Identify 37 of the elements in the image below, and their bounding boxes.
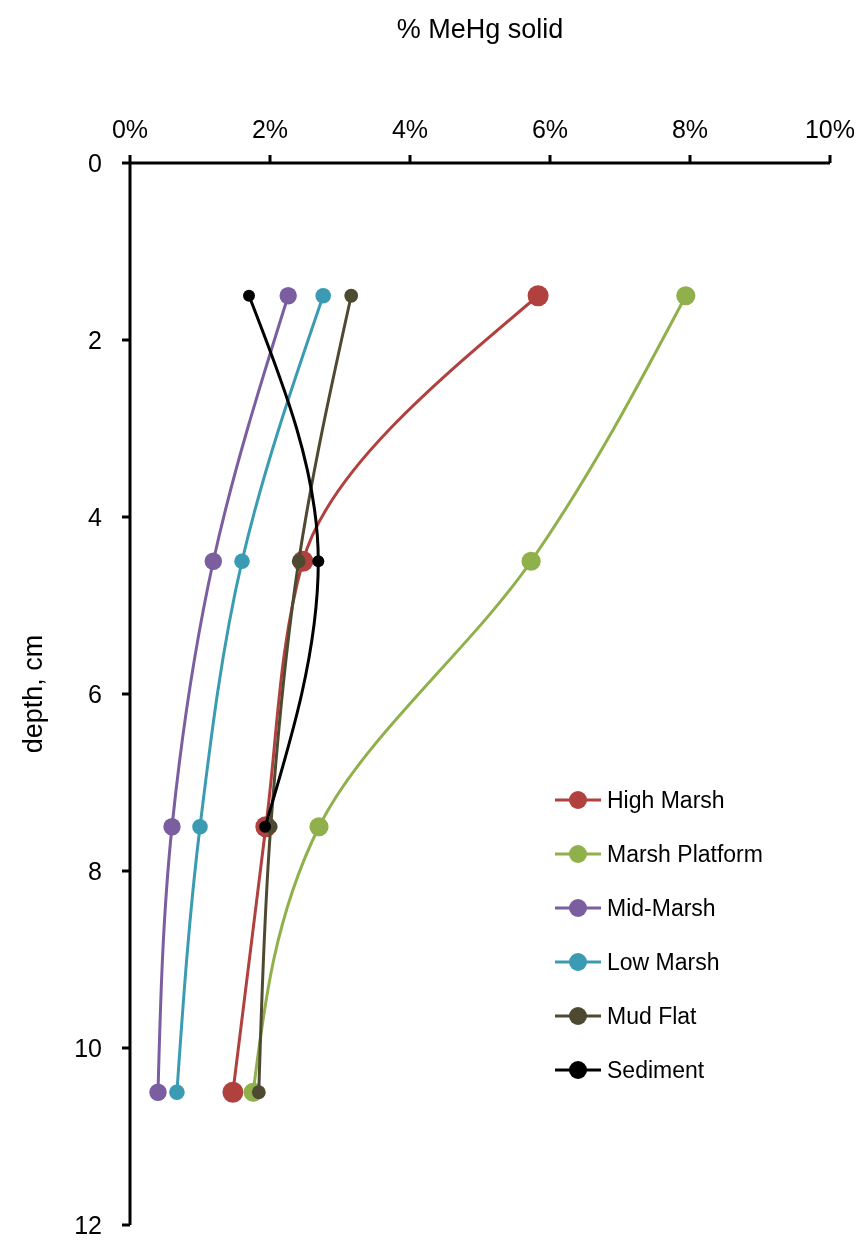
point [521,551,541,571]
legend-label: Low Marsh [607,949,720,975]
point [676,286,696,306]
legend-label: Sediment [607,1057,705,1083]
legend-label: Mid-Marsh [607,895,716,921]
y-axis-title: depth, cm [18,634,48,754]
point [279,287,297,305]
point [149,1083,167,1101]
point [234,553,250,570]
y-tick-label: 8 [88,857,102,885]
y-tick-label: 2 [88,326,102,354]
point [315,287,331,304]
y-tick-label: 6 [88,680,102,708]
point [163,818,181,836]
legend-label: Mud Flat [607,1003,698,1029]
point [344,288,359,303]
legend-label: High Marsh [607,787,725,813]
x-tick-label: 2% [251,115,289,143]
legend-label: Marsh Platform [607,841,763,867]
y-tick-label: 4 [88,503,103,531]
x-axis-title: % MeHg solid [396,14,564,44]
x-tick-label: 10% [804,115,856,143]
point [243,289,255,302]
point [527,285,549,307]
point [312,555,325,568]
x-tick-label: 4% [391,115,429,143]
x-tick-label: 8% [671,115,709,143]
point [309,817,329,837]
point [192,818,208,835]
x-tick-label: 0% [111,115,149,143]
y-tick-label: 12 [74,1211,102,1239]
x-tick-label: 6% [531,115,569,143]
y-tick-label: 0 [88,149,102,177]
point [222,1081,244,1103]
point [204,552,222,570]
point [169,1084,185,1101]
y-tick-label: 10 [74,1034,102,1062]
